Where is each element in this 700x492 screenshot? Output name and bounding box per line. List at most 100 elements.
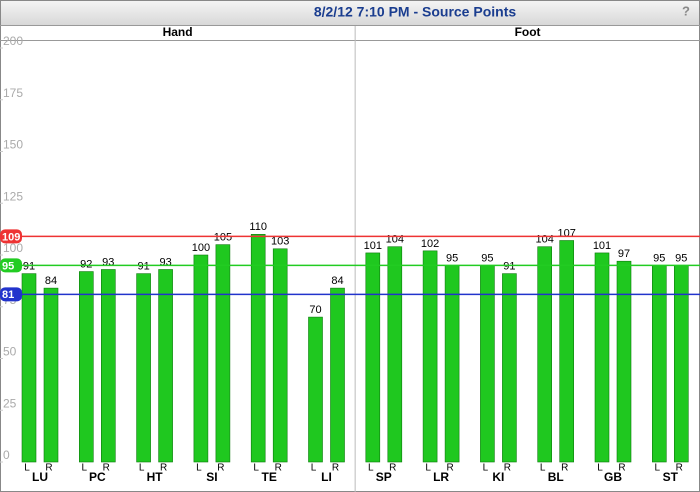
x-tick-label: BL [548, 470, 564, 484]
value-label: 95 [675, 252, 687, 264]
series-label: L [82, 463, 88, 474]
x-tick-label: SP [376, 470, 392, 484]
series-label: L [139, 463, 145, 474]
section-label: Hand [163, 25, 193, 39]
value-label: 84 [45, 275, 57, 287]
y-tick-label: 100 [3, 241, 23, 255]
value-label: 91 [23, 261, 35, 273]
y-tick-label: 200 [3, 34, 23, 48]
bar [422, 250, 438, 463]
x-tick-label: PC [89, 470, 106, 484]
bar [158, 269, 173, 463]
value-label: 107 [558, 227, 576, 239]
x-tick-label: KI [492, 470, 504, 484]
x-tick-label: ST [663, 470, 679, 484]
value-label: 100 [192, 242, 210, 254]
series-label: R [275, 463, 282, 474]
value-label: 92 [80, 258, 92, 270]
value-label: 104 [386, 234, 404, 246]
series-label: R [561, 463, 568, 474]
bar [594, 252, 610, 463]
value-label: 84 [331, 275, 343, 287]
series-label: L [540, 463, 546, 474]
chart-title: 8/2/12 7:10 PM - Source Points [314, 4, 517, 20]
value-label: 70 [309, 304, 321, 316]
series-label: R [676, 463, 683, 474]
y-tick-label: 150 [3, 138, 23, 152]
series-label: L [597, 463, 603, 474]
value-label: 93 [159, 256, 171, 268]
series-label: R [504, 463, 511, 474]
x-tick-label: LI [321, 470, 332, 484]
series-label: R [618, 463, 625, 474]
series-label: R [332, 463, 339, 474]
series-label: L [425, 463, 431, 474]
x-tick-label: TE [262, 470, 277, 484]
bar [79, 271, 94, 463]
bar [215, 244, 231, 463]
bar [101, 269, 116, 463]
series-label: L [253, 463, 259, 474]
reference-label: 81 [2, 289, 14, 301]
series-label: L [311, 463, 317, 474]
bar [43, 287, 59, 463]
bar [308, 316, 323, 463]
series-label: L [196, 463, 202, 474]
bar [559, 240, 575, 463]
bar [387, 246, 403, 463]
y-tick-label: 25 [3, 396, 17, 410]
bar [272, 248, 288, 463]
x-tick-label: GB [604, 470, 622, 484]
bar [537, 246, 553, 463]
y-tick-label: 0 [3, 448, 10, 462]
x-tick-label: LU [32, 470, 48, 484]
title-bar [1, 1, 699, 25]
value-label: 95 [481, 252, 493, 264]
x-tick-label: SI [206, 470, 217, 484]
value-label: 104 [536, 234, 554, 246]
value-label: 102 [421, 238, 439, 250]
series-label: L [655, 463, 661, 474]
reference-badge [0, 258, 22, 273]
value-label: 93 [102, 256, 114, 268]
reference-label: 109 [2, 231, 20, 243]
bar [250, 234, 266, 463]
value-label: 91 [503, 261, 515, 273]
bar [616, 260, 632, 463]
y-tick-label: 175 [3, 86, 23, 100]
bar [502, 273, 517, 463]
y-tick-label: 125 [3, 189, 23, 203]
value-label: 95 [446, 252, 458, 264]
series-label: R [446, 463, 453, 474]
reference-label: 95 [2, 260, 14, 272]
reference-badge [0, 287, 22, 302]
bar [330, 287, 345, 463]
value-label: 91 [137, 261, 149, 273]
series-label: L [483, 463, 489, 474]
series-label: R [217, 463, 224, 474]
value-label: 101 [364, 240, 382, 252]
value-label: 97 [618, 248, 630, 260]
y-tick-label: 50 [3, 345, 17, 359]
x-tick-label: LR [433, 470, 449, 484]
section-label: Foot [515, 25, 541, 39]
value-label: 110 [249, 221, 267, 233]
value-label: 103 [271, 236, 289, 248]
bar [365, 252, 381, 463]
bar [136, 273, 151, 463]
series-label: R [103, 463, 110, 474]
value-label: 95 [653, 252, 665, 264]
series-label: L [24, 463, 30, 474]
value-label: 105 [214, 232, 232, 244]
series-label: R [389, 463, 396, 474]
bar [21, 273, 37, 463]
bar [193, 254, 209, 463]
help-button[interactable]: ? [682, 3, 690, 18]
series-label: R [45, 463, 52, 474]
value-label: 101 [593, 240, 611, 252]
series-label: R [160, 463, 167, 474]
series-label: L [368, 463, 374, 474]
